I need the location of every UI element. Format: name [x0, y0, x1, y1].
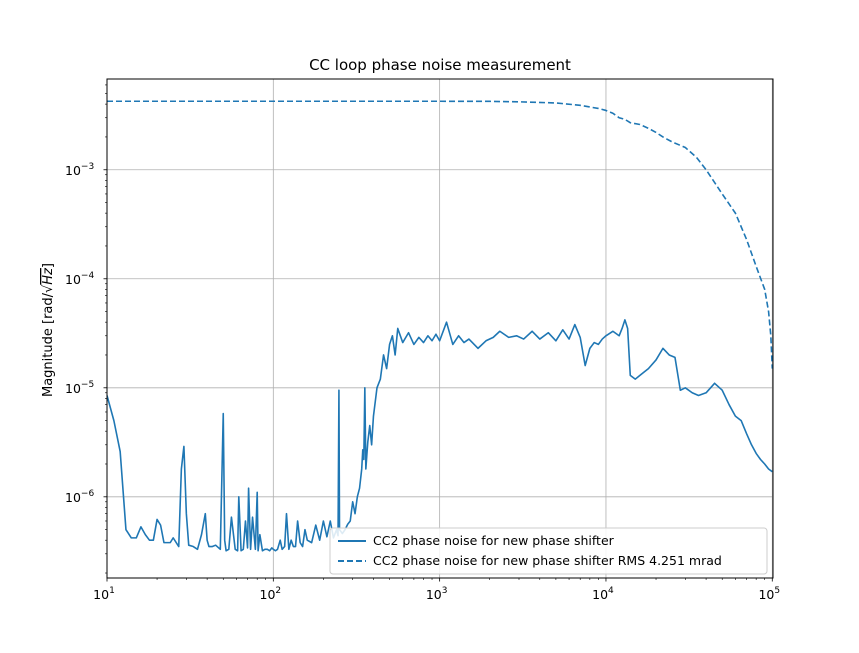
x-tick-exponent: 4 [608, 586, 614, 596]
legend-label-series-1: CC2 phase noise for new phase shifter [373, 533, 615, 548]
y-tick-exponent: −4 [81, 271, 95, 281]
y-tick-exponent: −3 [81, 162, 94, 172]
x-tick-base: 10 [426, 587, 442, 602]
y-tick-label: 10−3 [65, 162, 94, 178]
x-tick-label: 102 [260, 586, 282, 602]
y-tick-label: 10−6 [65, 489, 94, 505]
x-tick-base: 10 [758, 587, 774, 602]
legend-label-series-2: CC2 phase noise for new phase shifter RM… [373, 553, 722, 568]
series-line-rms [107, 100, 773, 369]
legend: CC2 phase noise for new phase shifter CC… [329, 527, 768, 575]
x-tick-label: 105 [758, 586, 780, 602]
grid-layer [106, 79, 773, 578]
y-tick-base: 10 [65, 381, 81, 396]
x-tick-exponent: 5 [774, 586, 780, 596]
legend-box [329, 527, 768, 575]
series-line-phase-noise [107, 319, 773, 552]
x-tick-exponent: 1 [109, 586, 115, 596]
y-tick-exponent: −5 [81, 380, 94, 390]
x-tick-base: 10 [260, 587, 276, 602]
y-tick-exponent: −6 [81, 489, 95, 499]
chart-title: CC loop phase noise measurement [309, 56, 571, 74]
y-tick-base: 10 [65, 490, 81, 505]
y-tick-base: 10 [65, 272, 81, 287]
x-tick-label: 101 [93, 586, 115, 602]
x-tick-exponent: 2 [275, 586, 281, 596]
x-tick-label: 103 [426, 586, 448, 602]
y-tick-base: 10 [65, 163, 81, 178]
y-axis-label-prefix: Magnitude [rad/ [41, 292, 56, 397]
x-tick-exponent: 3 [442, 586, 448, 596]
y-tick-label: 10−4 [65, 271, 94, 287]
y-axis-label-radical: √ [41, 284, 56, 293]
x-tick-base: 10 [93, 587, 109, 602]
y-tick-label: 10−5 [65, 380, 94, 396]
series-layer [107, 100, 773, 552]
y-axis-label: Magnitude [rad/√Hz] [41, 263, 56, 397]
y-axis-label-suffix: ] [41, 263, 56, 268]
y-axis-label-radicand: Hz [41, 267, 56, 285]
x-tick-base: 10 [592, 587, 608, 602]
x-tick-label: 104 [592, 586, 614, 602]
